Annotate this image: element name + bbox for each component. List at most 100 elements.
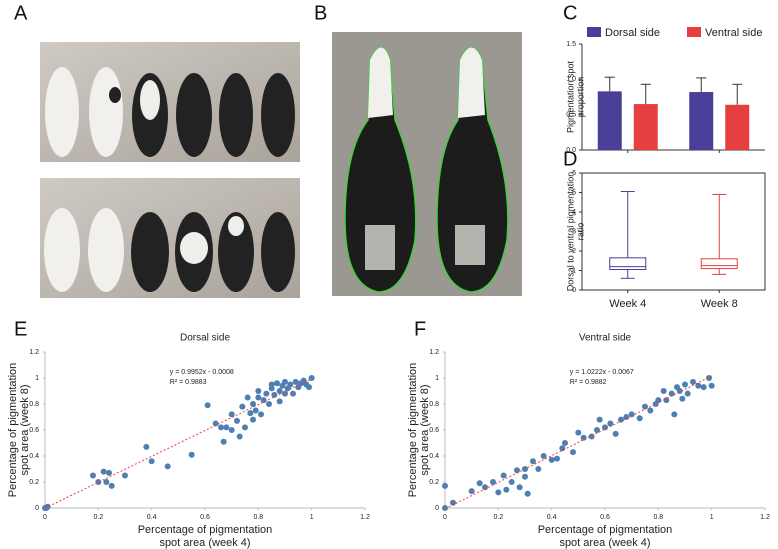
point	[260, 397, 267, 404]
photo-panel-a	[40, 42, 300, 298]
y-tick-label: 1	[572, 267, 576, 274]
panel-letter: F	[414, 318, 426, 340]
point	[548, 456, 555, 463]
bar	[633, 104, 658, 150]
point	[276, 398, 283, 405]
point	[122, 472, 128, 479]
point	[287, 381, 294, 388]
point	[500, 472, 507, 479]
point	[516, 484, 523, 491]
chart-title: Ventral side	[579, 333, 632, 344]
x-tick-label: 1.2	[360, 514, 370, 521]
point	[575, 429, 582, 436]
point	[580, 434, 587, 441]
y-tick-label: 0.5	[566, 112, 576, 119]
point	[636, 415, 643, 422]
y-tick-label: 0.6	[29, 427, 39, 434]
point	[476, 480, 483, 487]
x-tick-label: 0.4	[547, 514, 557, 521]
y-tick-label: 0.8	[429, 401, 439, 408]
x-axis-label: spot area (week 4)	[159, 537, 250, 549]
y-tick-label: 1.0	[566, 76, 576, 83]
point	[700, 384, 707, 391]
point	[220, 438, 227, 445]
point	[618, 416, 624, 423]
point	[250, 401, 256, 407]
point	[554, 455, 560, 462]
y-axis-label: Percentage of pigmentation	[7, 363, 19, 498]
point	[204, 402, 211, 409]
point	[482, 484, 488, 491]
point	[276, 388, 283, 394]
point	[540, 453, 547, 459]
point	[570, 449, 576, 456]
point	[228, 427, 235, 433]
panel-letter: E	[14, 318, 27, 340]
y-tick-label: 0.4	[429, 453, 439, 460]
point	[148, 458, 155, 465]
x-tick-label: 0.2	[93, 514, 103, 521]
point	[690, 378, 696, 385]
point	[239, 403, 246, 410]
point	[234, 417, 240, 424]
point	[90, 472, 96, 479]
point	[255, 388, 262, 394]
y-tick-label: 0.0	[566, 147, 576, 154]
x-axis-label: spot area (week 4)	[559, 537, 650, 549]
point	[282, 390, 288, 397]
point	[164, 463, 171, 470]
point	[695, 382, 702, 389]
x-tick-label: Week 4	[609, 298, 646, 310]
y-axis-label: spot area (week 8)	[419, 384, 431, 475]
chart-title: Dorsal side	[180, 333, 230, 344]
point	[100, 468, 107, 475]
point	[679, 395, 686, 402]
y-tick-label: 3	[572, 228, 576, 235]
point	[596, 416, 603, 423]
point	[594, 427, 600, 433]
point	[503, 486, 510, 493]
y-tick-label: 0	[572, 287, 576, 294]
panel-letter: D	[563, 148, 577, 170]
point	[212, 420, 219, 427]
point	[108, 482, 115, 489]
point	[282, 378, 288, 385]
y-axis-label: Dorsal to ventral pigmentation	[565, 172, 575, 292]
point	[508, 479, 515, 485]
point	[602, 424, 608, 431]
y-tick-label: 0.8	[29, 401, 39, 408]
x-tick-label: 0.6	[200, 514, 210, 521]
y-tick-label: 0.4	[29, 453, 39, 460]
point	[306, 384, 312, 391]
point	[530, 458, 536, 465]
point	[290, 390, 296, 397]
photo-panel-b	[332, 32, 522, 296]
point	[266, 401, 272, 407]
x-tick-label: 1.2	[760, 514, 770, 521]
point	[258, 411, 264, 418]
equation: y = 0.9952x - 0.0008	[170, 369, 234, 376]
point	[255, 394, 262, 401]
y-tick-label: 4	[572, 209, 576, 216]
point	[628, 411, 635, 418]
point	[514, 467, 520, 474]
bar	[725, 104, 750, 150]
legend-swatch	[687, 27, 701, 37]
point	[671, 411, 678, 418]
x-tick-label: Week 8	[701, 298, 738, 310]
y-axis-label: Pigmentation spot	[565, 60, 575, 133]
point	[228, 411, 235, 418]
x-tick-label: 1	[710, 514, 714, 521]
legend-swatch	[587, 27, 601, 37]
point	[250, 416, 256, 423]
x-axis-label: Percentage of pigmentation	[538, 524, 673, 536]
y-tick-label: 1.5	[566, 41, 576, 48]
point	[450, 499, 456, 506]
x-tick-label: 0.8	[653, 514, 663, 521]
point	[524, 490, 531, 497]
point	[652, 401, 659, 407]
point	[535, 466, 542, 472]
point	[660, 388, 667, 394]
point	[490, 479, 496, 485]
